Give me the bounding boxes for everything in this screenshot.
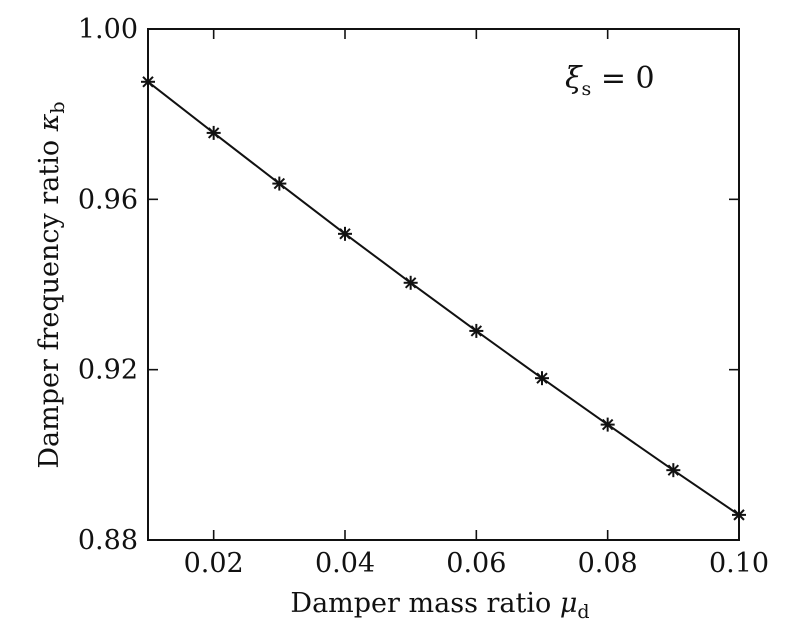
data-point	[666, 463, 681, 478]
x-tick-label: 0.06	[446, 548, 506, 579]
data-point	[535, 371, 549, 386]
data-point	[338, 226, 352, 241]
x-tick-label: 0.02	[184, 548, 244, 579]
annotation-xi-s: ξs = 0	[565, 61, 655, 100]
data-point	[403, 275, 418, 290]
y-tick-label: 0.88	[78, 525, 138, 556]
x-tick-label: 0.10	[709, 548, 769, 579]
data-point	[272, 176, 287, 191]
y-tick-label: 0.96	[78, 184, 138, 215]
data-points	[141, 74, 746, 522]
plot-frame	[147, 28, 740, 541]
series-line	[147, 81, 740, 516]
data-point	[600, 417, 615, 432]
x-tick-label: 0.04	[315, 548, 375, 579]
y-axis-title: Damper frequency ratio κb	[34, 101, 69, 468]
data-point	[469, 323, 484, 338]
data-point	[206, 125, 221, 140]
y-tick-label: 1.00	[78, 14, 138, 45]
y-tick-label: 0.92	[78, 355, 138, 386]
x-tick-label: 0.08	[578, 548, 638, 579]
ticks	[148, 28, 740, 541]
tick-labels: 0.02 0.04 0.06 0.08 0.10 0.88 0.92 0.96 1.00	[78, 14, 769, 579]
x-axis-title: Damper mass ratio μd	[290, 588, 589, 623]
